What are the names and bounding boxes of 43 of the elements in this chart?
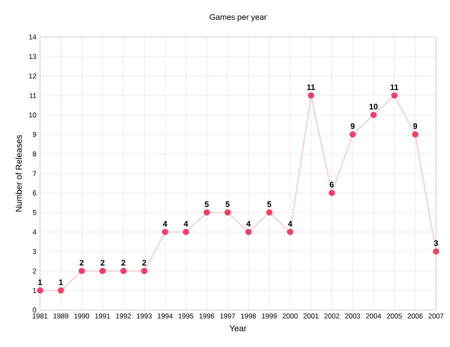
- data-label: 9: [350, 123, 355, 129]
- data-label: 1: [38, 279, 42, 285]
- data-label: 2: [142, 260, 146, 266]
- point: [58, 287, 64, 294]
- data-label: 5: [226, 201, 230, 207]
- point: [328, 190, 335, 196]
- point: [266, 209, 272, 216]
- point: [120, 268, 126, 274]
- point: [224, 209, 231, 216]
- point: [99, 268, 106, 274]
- data-label: 5: [267, 201, 272, 207]
- x-axis-title: Year: [230, 325, 246, 332]
- data-label: 5: [204, 201, 209, 207]
- y-axis-title: Number of Releases: [16, 135, 22, 212]
- data-label: 2: [121, 260, 126, 266]
- point: [287, 228, 294, 236]
- data-label: 4: [246, 220, 251, 226]
- chart-title: Games per year: [210, 14, 267, 22]
- data-label: 4: [288, 220, 292, 226]
- point: [432, 248, 440, 255]
- data-label: 4: [184, 220, 188, 226]
- data-label: 9: [413, 123, 418, 129]
- data-label: 6: [330, 182, 334, 188]
- point: [412, 131, 418, 138]
- data-label: 2: [100, 260, 104, 266]
- point: [350, 131, 356, 138]
- data-label: 2: [80, 260, 84, 266]
- data-label: 1: [59, 279, 63, 285]
- point: [162, 228, 168, 236]
- point: [308, 92, 314, 99]
- point: [36, 287, 44, 294]
- data-label: 11: [307, 84, 315, 90]
- point: [204, 209, 210, 216]
- point: [182, 228, 189, 236]
- point: [370, 112, 377, 118]
- data-label: 3: [434, 240, 438, 246]
- data-label: 10: [370, 104, 378, 110]
- point: [391, 92, 398, 99]
- point: [78, 268, 85, 274]
- data-label: 11: [390, 84, 398, 90]
- data-label: 4: [162, 220, 168, 226]
- point: [141, 268, 148, 274]
- point: [245, 228, 252, 236]
